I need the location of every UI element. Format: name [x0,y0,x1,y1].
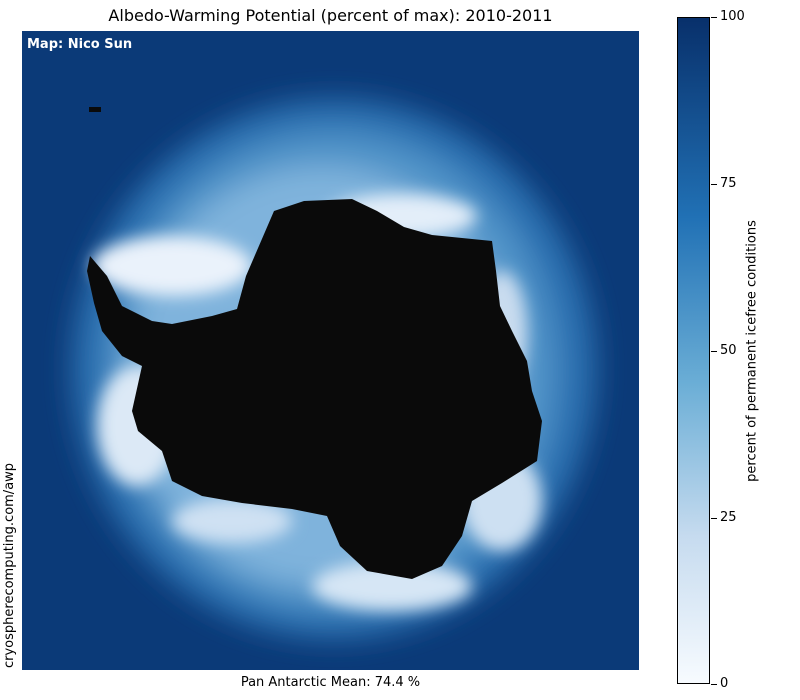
colorbar-tick-75 [711,184,717,185]
colorbar-tick-label: 75 [720,176,737,191]
colorbar-tick-25 [711,518,717,519]
colorbar-tick-100 [711,17,717,18]
colorbar-tick-label: 100 [720,9,745,24]
antarctica-landmass [87,199,542,579]
pan-antarctic-mean: Pan Antarctic Mean: 74.4 % [240,675,421,690]
source-url: cryospherecomputing.com/awp [2,462,17,668]
colorbar-tick-label: 50 [720,343,737,358]
colorbar-tick-label: 0 [720,676,729,691]
colorbar-tick-50 [711,351,717,352]
island-mark [89,107,101,112]
antarctic-map [22,31,639,670]
colorbar [677,17,710,684]
colorbar-tick-label: 25 [720,510,737,525]
colorbar-tick-0 [711,684,717,685]
map-credit: Map: Nico Sun [27,37,133,52]
chart-title: Albedo-Warming Potential (percent of max… [108,6,553,25]
map-canvas [22,31,639,670]
colorbar-label: percent of permanent icefree conditions [744,220,760,482]
